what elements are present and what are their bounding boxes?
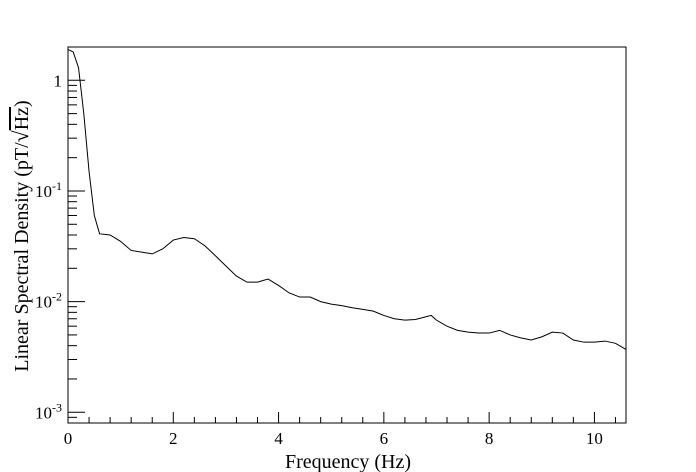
series-point xyxy=(520,337,521,338)
y-tick-exponent: -2 xyxy=(52,290,62,304)
x-tick-label: 0 xyxy=(64,429,73,448)
series-point xyxy=(278,285,279,286)
series-point xyxy=(299,296,300,297)
y-tick-base: 10 xyxy=(35,293,52,312)
series-point xyxy=(431,315,432,316)
series-point xyxy=(625,349,626,350)
series-point xyxy=(331,303,332,304)
y-tick-base: 10 xyxy=(35,182,52,201)
series-point xyxy=(394,318,395,319)
y-tick-exponent: -1 xyxy=(52,179,62,193)
series-point xyxy=(583,342,584,343)
series-point xyxy=(246,282,247,283)
series-point xyxy=(152,253,153,254)
series-point xyxy=(436,320,437,321)
series-point xyxy=(415,319,416,320)
series-point xyxy=(573,339,574,340)
y-axis-label-suffix: ) xyxy=(11,100,33,107)
series-point xyxy=(467,332,468,333)
series-point xyxy=(183,237,184,238)
series-point xyxy=(531,339,532,340)
series-point xyxy=(373,311,374,312)
series-point xyxy=(236,276,237,277)
y-tick-label: 10-1 xyxy=(35,179,62,201)
series-point xyxy=(362,309,363,310)
series-point xyxy=(67,49,68,50)
series-point xyxy=(131,250,132,251)
series-point xyxy=(194,238,195,239)
series-point xyxy=(99,233,100,234)
series-point xyxy=(604,340,605,341)
y-axis-label-prefix: Linear Spectral Density (pT/ xyxy=(11,142,33,372)
series-point xyxy=(215,255,216,256)
y-axis-ticks xyxy=(68,46,85,424)
series-point xyxy=(267,278,268,279)
x-tick-label: 6 xyxy=(380,429,389,448)
series-point xyxy=(173,239,174,240)
series-point xyxy=(204,245,205,246)
series-point xyxy=(404,320,405,321)
series-point xyxy=(310,296,311,297)
series-point xyxy=(478,332,479,333)
series-point xyxy=(352,307,353,308)
y-tick-label: 1 xyxy=(54,71,63,90)
y-tick-label: 10-2 xyxy=(35,290,62,312)
y-tick-label: 10-3 xyxy=(35,400,62,422)
y-axis-label: Linear Spectral Density (pT/√Hz) xyxy=(8,100,33,371)
series-point xyxy=(510,334,511,335)
series-point xyxy=(446,326,447,327)
series-point xyxy=(162,248,163,249)
y-axis-tick-labels: 110-110-210-3 xyxy=(35,71,62,422)
y-axis-label-text: Linear Spectral Density (pT/√Hz) xyxy=(8,100,33,371)
x-tick-label: 2 xyxy=(169,429,178,448)
series-point xyxy=(320,301,321,302)
series-point xyxy=(88,171,89,172)
series-point xyxy=(562,332,563,333)
plot-frame xyxy=(67,46,627,424)
x-axis-label: Frequency (Hz) xyxy=(285,451,411,472)
radical-sign: √ xyxy=(8,129,33,142)
series-point xyxy=(73,51,74,52)
x-tick-label: 10 xyxy=(586,429,603,448)
series-point xyxy=(120,241,121,242)
series-point xyxy=(257,282,258,283)
x-axis-tick-labels: 0 2 4 6 8 10 xyxy=(64,429,603,448)
series-point xyxy=(225,265,226,266)
series-point xyxy=(615,343,616,344)
series-point xyxy=(288,292,289,293)
x-tick-label: 4 xyxy=(274,429,283,448)
y-axis-label-radicand: Hz xyxy=(11,107,33,130)
series-line xyxy=(67,49,627,350)
series-point xyxy=(141,252,142,253)
series-point xyxy=(94,215,95,216)
series-point xyxy=(457,330,458,331)
series-point xyxy=(594,342,595,343)
series-points xyxy=(67,49,626,350)
series-point xyxy=(489,332,490,333)
series-point xyxy=(541,336,542,337)
series-point xyxy=(78,67,79,68)
series-point xyxy=(499,330,500,331)
series-point xyxy=(341,305,342,306)
y-tick-base: 10 xyxy=(35,403,52,422)
series-point xyxy=(425,316,426,317)
y-tick-exponent: -3 xyxy=(52,400,62,414)
series-point xyxy=(83,113,84,114)
series-point xyxy=(383,315,384,316)
x-tick-label: 8 xyxy=(485,429,494,448)
x-axis-ticks xyxy=(67,412,616,423)
series-point xyxy=(552,332,553,333)
series-point xyxy=(110,234,111,235)
